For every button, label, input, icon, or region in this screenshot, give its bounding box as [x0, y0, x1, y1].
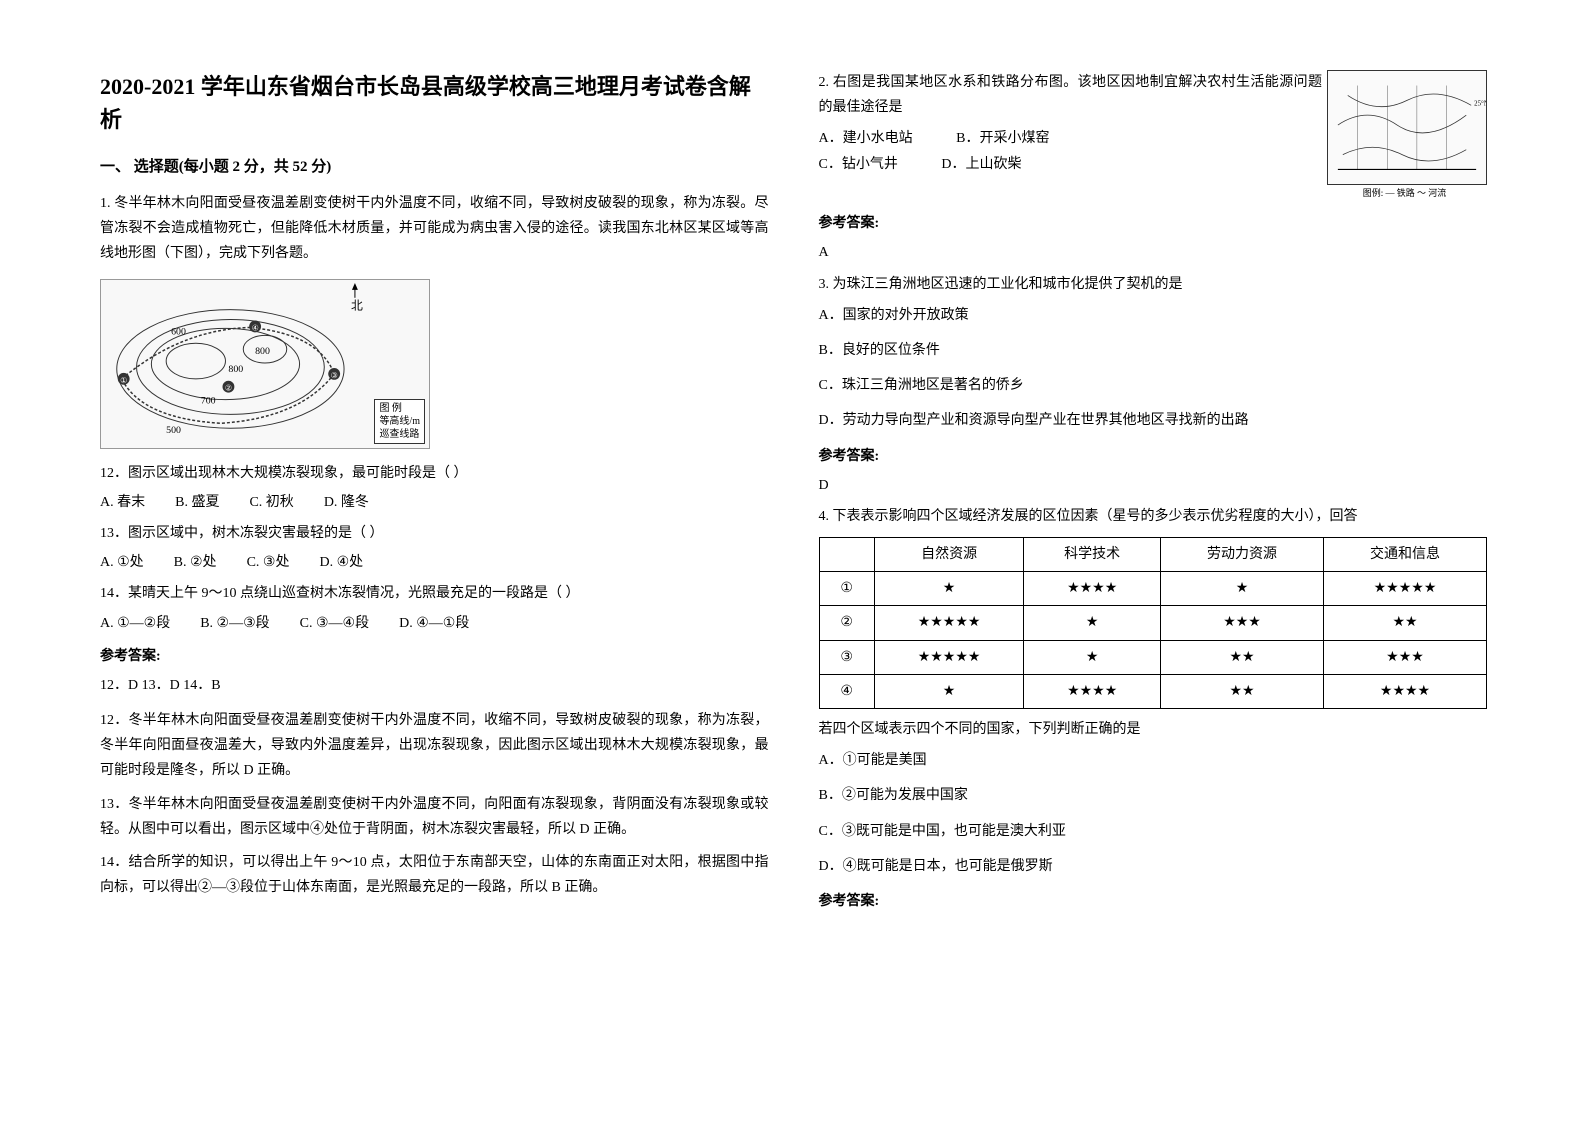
q14: 14．某晴天上午 9～10 点绕山巡查树木冻裂情况，光照最充足的一段路是（ ）	[100, 581, 769, 606]
q13-opt-d: D. ④处	[319, 550, 363, 575]
table-cell: ★	[874, 674, 1023, 708]
table-row: ③★★★★★★★★★★★	[819, 640, 1487, 674]
table-cell: ③	[819, 640, 874, 674]
q3-options: A．国家的对外开放政策 B．良好的区位条件 C．珠江三角洲地区是著名的侨乡 D．…	[819, 303, 1488, 434]
table-cell: ★★★★	[1024, 674, 1161, 708]
table-cell: ★	[1161, 572, 1324, 606]
q13-opt-a: A. ①处	[100, 550, 144, 575]
q4-sub: 若四个区域表示四个不同的国家，下列判断正确的是	[819, 717, 1488, 742]
svg-text:800: 800	[228, 363, 243, 374]
explain-12: 12．冬半年林木向阳面受昼夜温差剧变使树干内外温度不同，收缩不同，导致树皮破裂的…	[100, 708, 769, 784]
svg-text:25°N: 25°N	[1474, 100, 1486, 107]
table-cell: ★★	[1161, 674, 1324, 708]
table-cell: ②	[819, 606, 874, 640]
left-column: 2020-2021 学年山东省烟台市长岛县高级学校高三地理月考试卷含解析 一、 …	[100, 70, 769, 1082]
q12-opt-c: C. 初秋	[249, 490, 293, 515]
q13-opt-b: B. ②处	[174, 550, 217, 575]
q13: 13．图示区域中，树木冻裂灾害最轻的是（ ）	[100, 521, 769, 546]
answer-heading-1: 参考答案:	[100, 644, 769, 669]
q3-opt-c: C．珠江三角洲地区是著名的侨乡	[819, 373, 1488, 398]
table-cell: ★	[1024, 606, 1161, 640]
table-cell: ★★★★	[1024, 572, 1161, 606]
q3-opt-b: B．良好的区位条件	[819, 338, 1488, 363]
diagram-legend: 图 例 等高线/m 巡查线路	[374, 399, 425, 444]
svg-text:700: 700	[201, 395, 216, 406]
q1-intro: 1. 冬半年林木向阳面受昼夜温差剧变使树干内外温度不同，收缩不同，导致树皮破裂的…	[100, 191, 769, 267]
q4-text: 4. 下表表示影响四个区域经济发展的区位因素（星号的多少表示优劣程度的大小），回…	[819, 504, 1488, 529]
q14-opt-c: C. ③—④段	[300, 611, 369, 636]
q12-opt-b: B. 盛夏	[175, 490, 219, 515]
explain-13: 13．冬半年林木向阳面受昼夜温差剧变使树干内外温度不同，向阳面有冻裂现象，背阴面…	[100, 792, 769, 842]
q4-opt-a: A．①可能是美国	[819, 748, 1488, 773]
q4-options: A．①可能是美国 B．②可能为发展中国家 C．③既可能是中国，也可能是澳大利亚 …	[819, 748, 1488, 879]
table-row: ①★★★★★★★★★★★	[819, 572, 1487, 606]
svg-text:②: ②	[225, 383, 232, 392]
q14-opt-a: A. ①—②段	[100, 611, 170, 636]
q2-opt-d: D．上山砍柴	[941, 152, 1021, 177]
q4-opt-d: D．④既可能是日本，也可能是俄罗斯	[819, 854, 1488, 879]
table-row: ④★★★★★★★★★★★	[819, 674, 1487, 708]
exam-title: 2020-2021 学年山东省烟台市长岛县高级学校高三地理月考试卷含解析	[100, 70, 769, 136]
q2-map-wrapper: 25°N 图例: — 铁路 ～ 河流	[1322, 70, 1487, 201]
q2-opt-b: B．开采小煤窑	[956, 126, 1049, 151]
answers-12-14: 12．D 13．D 14．B	[100, 673, 769, 698]
table-cell: ①	[819, 572, 874, 606]
table-cell: ④	[819, 674, 874, 708]
svg-text:③: ③	[331, 370, 338, 379]
q3-opt-a: A．国家的对外开放政策	[819, 303, 1488, 328]
answer-heading-4: 参考答案:	[819, 889, 1488, 914]
q12-options: A. 春末 B. 盛夏 C. 初秋 D. 隆冬	[100, 490, 769, 515]
contour-diagram: ① ② ③ ④ 500 600 700 800 800 北 图 例 等高线/m …	[100, 279, 430, 449]
th-nature: 自然资源	[874, 538, 1023, 572]
q3-text: 3. 为珠江三角洲地区迅速的工业化和城市化提供了契机的是	[819, 272, 1488, 297]
table-cell: ★★	[1324, 606, 1487, 640]
q3-answer: D	[819, 473, 1488, 498]
q14-opt-b: B. ②—③段	[200, 611, 269, 636]
q4-table: 自然资源 科学技术 劳动力资源 交通和信息 ①★★★★★★★★★★★②★★★★★…	[819, 537, 1488, 709]
q2-text: 2. 右图是我国某地区水系和铁路分布图。该地区因地制宜解决农村生活能源问题的最佳…	[819, 70, 1323, 120]
table-cell: ★★★★	[1324, 674, 1487, 708]
q3-opt-d: D．劳动力导向型产业和资源导向型产业在世界其他地区寻找新的出路	[819, 408, 1488, 433]
svg-text:①: ①	[120, 375, 127, 384]
answer-heading-3: 参考答案:	[819, 444, 1488, 469]
table-cell: ★★★★★	[874, 606, 1023, 640]
q4-opt-b: B．②可能为发展中国家	[819, 783, 1488, 808]
section-heading: 一、 选择题(每小题 2 分，共 52 分)	[100, 154, 769, 181]
q2-block: 25°N 图例: — 铁路 ～ 河流 2. 右图是我国某地区水系和铁路分布图。该…	[819, 70, 1488, 201]
svg-text:④: ④	[252, 323, 259, 332]
q13-opt-c: C. ③处	[247, 550, 290, 575]
q12-opt-a: A. 春末	[100, 490, 145, 515]
table-cell: ★	[1024, 640, 1161, 674]
table-cell: ★★	[1161, 640, 1324, 674]
th-labor: 劳动力资源	[1161, 538, 1324, 572]
th-blank	[819, 538, 874, 572]
table-cell: ★	[874, 572, 1023, 606]
q2-map: 25°N	[1327, 70, 1487, 185]
svg-text:600: 600	[171, 326, 186, 337]
table-header-row: 自然资源 科学技术 劳动力资源 交通和信息	[819, 538, 1487, 572]
q12: 12．图示区域出现林木大规模冻裂现象，最可能时段是（ ）	[100, 461, 769, 486]
explain-14: 14．结合所学的知识，可以得出上午 9～10 点，太阳位于东南部天空，山体的东南…	[100, 850, 769, 900]
q12-opt-d: D. 隆冬	[324, 490, 369, 515]
table-cell: ★★★	[1324, 640, 1487, 674]
table-row: ②★★★★★★★★★★★	[819, 606, 1487, 640]
svg-text:500: 500	[166, 425, 181, 436]
right-column: 25°N 图例: — 铁路 ～ 河流 2. 右图是我国某地区水系和铁路分布图。该…	[819, 70, 1488, 1082]
th-tech: 科学技术	[1024, 538, 1161, 572]
q2-answer: A	[819, 240, 1488, 265]
svg-text:北: 北	[351, 298, 363, 312]
q2-opt-c: C．钻小气井	[819, 152, 898, 177]
q4-opt-c: C．③既可能是中国，也可能是澳大利亚	[819, 819, 1488, 844]
q14-opt-d: D. ④—①段	[399, 611, 469, 636]
q2-opt-a: A．建小水电站	[819, 126, 913, 151]
th-transport: 交通和信息	[1324, 538, 1487, 572]
table-cell: ★★★	[1161, 606, 1324, 640]
answer-heading-2: 参考答案:	[819, 211, 1488, 236]
table-cell: ★★★★★	[1324, 572, 1487, 606]
table-cell: ★★★★★	[874, 640, 1023, 674]
svg-text:800: 800	[255, 346, 270, 357]
q13-options: A. ①处 B. ②处 C. ③处 D. ④处	[100, 550, 769, 575]
q14-options: A. ①—②段 B. ②—③段 C. ③—④段 D. ④—①段	[100, 611, 769, 636]
